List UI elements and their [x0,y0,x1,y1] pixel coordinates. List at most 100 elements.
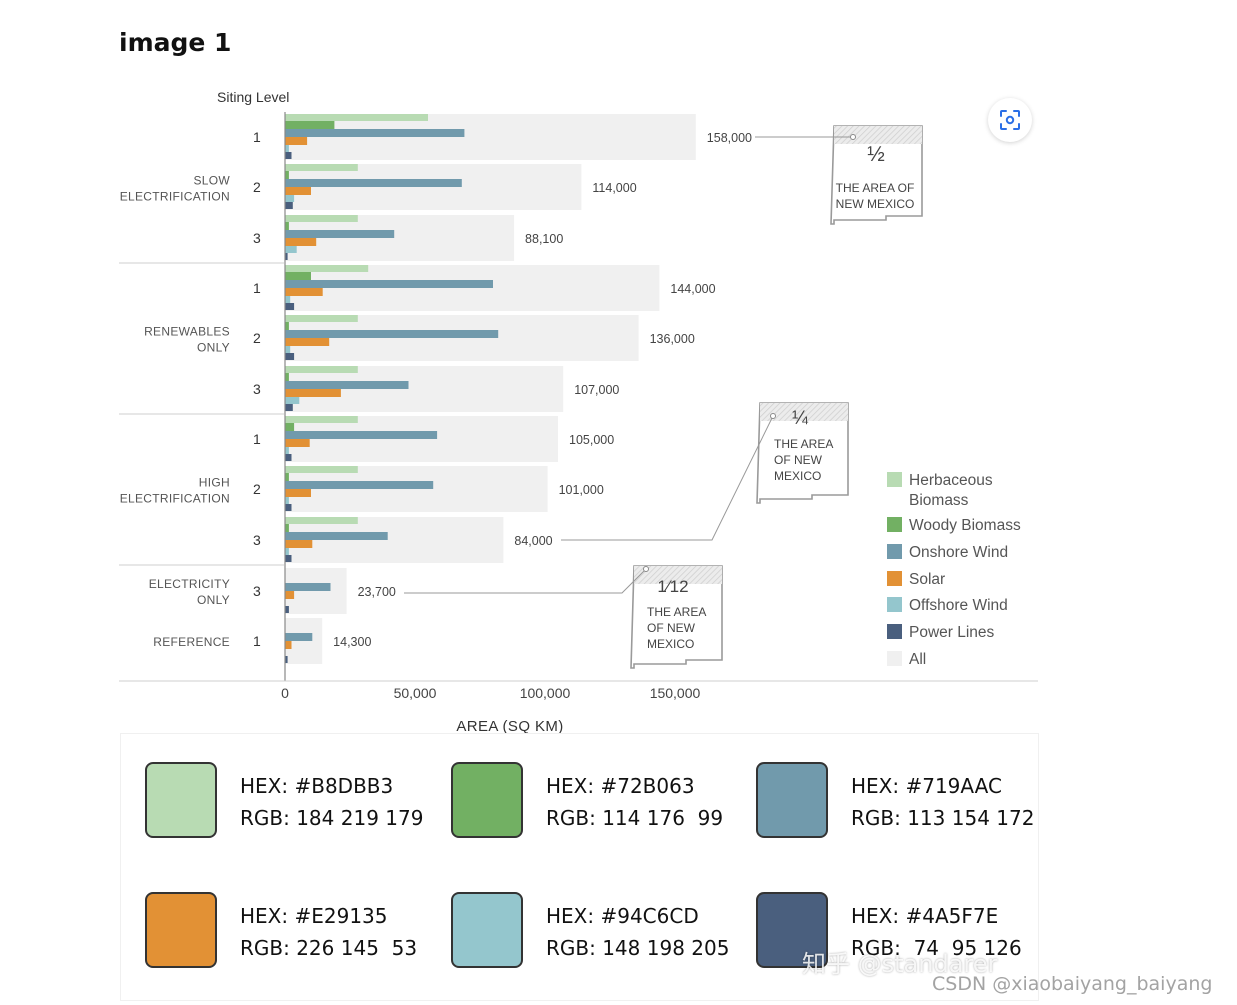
annotation-text: OF NEW [647,621,696,635]
bar-onshore-wind [285,330,499,338]
bar-power-lines [285,353,295,360]
annotation-text: OF NEW [774,453,823,467]
legend-swatch [887,472,902,487]
swatch-hex-label: HEX: #E29135 [240,904,388,928]
bar-offshore-wind [285,346,291,353]
bar-onshore-wind [285,583,331,591]
data-label: 114,000 [592,181,636,195]
siting-level-label: 1 [253,431,261,447]
new-mexico-callout [630,565,723,669]
siting-level-label: 3 [253,230,261,246]
bar-offshore-wind [285,296,291,303]
scenario-label: RENEWABLES [144,325,230,339]
bar-offshore-wind [285,145,289,152]
data-label: 88,100 [525,232,563,246]
annotation-text: THE AREA [647,605,706,619]
swatch-hex-label: HEX: #4A5F7E [851,904,999,928]
bar-herbaceous-biomass [285,164,358,171]
swatch-rgb-label: RGB: 74 95 126 [851,936,1022,960]
scenario-label: ELECTRICITY [149,577,230,591]
swatch-hex-label: HEX: #94C6CD [546,904,699,928]
x-tick-label: 0 [281,685,289,701]
page-title: image 1 [119,28,232,57]
swatch-rgb-label: RGB: 184 219 179 [240,806,424,830]
legend-swatch [887,544,902,559]
bar-offshore-wind [285,497,289,504]
legend-label: Biomass [909,492,969,509]
data-label: 23,700 [358,585,396,599]
scenario-label: REFERENCE [153,635,230,649]
bar-herbaceous-biomass [285,517,358,524]
scenario-label: ELECTRIFICATION [120,190,230,204]
new-mexico-callout [830,125,923,225]
bar-onshore-wind [285,179,462,187]
x-tick-label: 50,000 [394,685,437,701]
legend-swatch [887,597,902,612]
bar-solar [285,288,323,296]
color-swatch [756,892,828,968]
swatch-rgb-label: RGB: 148 198 205 [546,936,730,960]
siting-level-label: 1 [253,633,261,649]
scenario-label: HIGH [199,476,230,490]
bar-woody-biomass [285,373,289,381]
bar-onshore-wind [285,633,313,641]
annotation-fraction: 1⁄12 [657,577,688,596]
legend-label: Onshore Wind [909,544,1008,561]
color-swatch [451,892,523,968]
bar-herbaceous-biomass [285,466,358,473]
annotation-fraction: ½ [867,143,885,166]
scan-icon [1000,110,1020,130]
swatch-hex-label: HEX: #719AAC [851,774,1002,798]
bar-power-lines [285,253,288,260]
new-mexico-callout [756,402,849,504]
bar-herbaceous-biomass [285,366,358,373]
zhihu-watermark: 知乎 @standarer [802,950,998,978]
swatch-hex-label: HEX: #B8DBB3 [240,774,394,798]
swatch-rgb-label: RGB: 113 154 172 [851,806,1035,830]
bar-onshore-wind [285,129,465,137]
legend-label: Solar [909,571,945,588]
callout-hatch [834,126,922,144]
color-swatch [145,762,217,838]
bar-woody-biomass [285,524,289,532]
legend-swatch [887,517,902,532]
x-axis-title: AREA (SQ KM) [456,718,563,735]
scenario-label: ONLY [197,341,230,355]
scan-button[interactable] [988,98,1032,142]
bar-onshore-wind [285,481,434,489]
leader-dot [850,134,856,140]
bar-onshore-wind [285,431,438,439]
data-label: 101,000 [559,483,604,497]
legend-swatch [887,571,902,586]
bar-offshore-wind [285,246,297,253]
siting-level-label: 3 [253,532,261,548]
x-tick-label: 100,000 [520,685,571,701]
csdn-watermark: CSDN @xiaobaiyang_baiyang [932,973,1213,995]
swatch-hex-label: HEX: #72B063 [546,774,695,798]
legend-label: All [909,651,926,668]
siting-level-label: 3 [253,583,261,599]
annotation-text: MEXICO [647,637,694,651]
callout-hatch [760,403,848,421]
stacked-area-bar-chart: Siting Level 158,000 1 114,000 2 88,100 3 SLOW E… [119,89,1038,735]
bar-power-lines [285,555,292,562]
bar-woody-biomass [285,222,289,230]
annotation-text: THE AREA [774,437,833,451]
legend-swatch [887,624,902,639]
bar-offshore-wind [285,447,289,454]
leader-dot [643,566,649,572]
scenario-label: SLOW [193,174,230,188]
legend-label: Woody Biomass [909,517,1021,534]
bar-onshore-wind [285,532,388,540]
legend-label: Herbaceous [909,472,993,489]
bar-power-lines [285,303,295,310]
siting-level-label: 1 [253,280,261,296]
legend-swatch [887,651,902,666]
bar-woody-biomass [285,272,311,280]
siting-level-label: 2 [253,330,261,346]
bar-power-lines [285,454,292,461]
siting-level-label: 3 [253,381,261,397]
bar-herbaceous-biomass [285,416,358,423]
data-label: 84,000 [514,534,552,548]
bar-power-lines [285,656,288,663]
